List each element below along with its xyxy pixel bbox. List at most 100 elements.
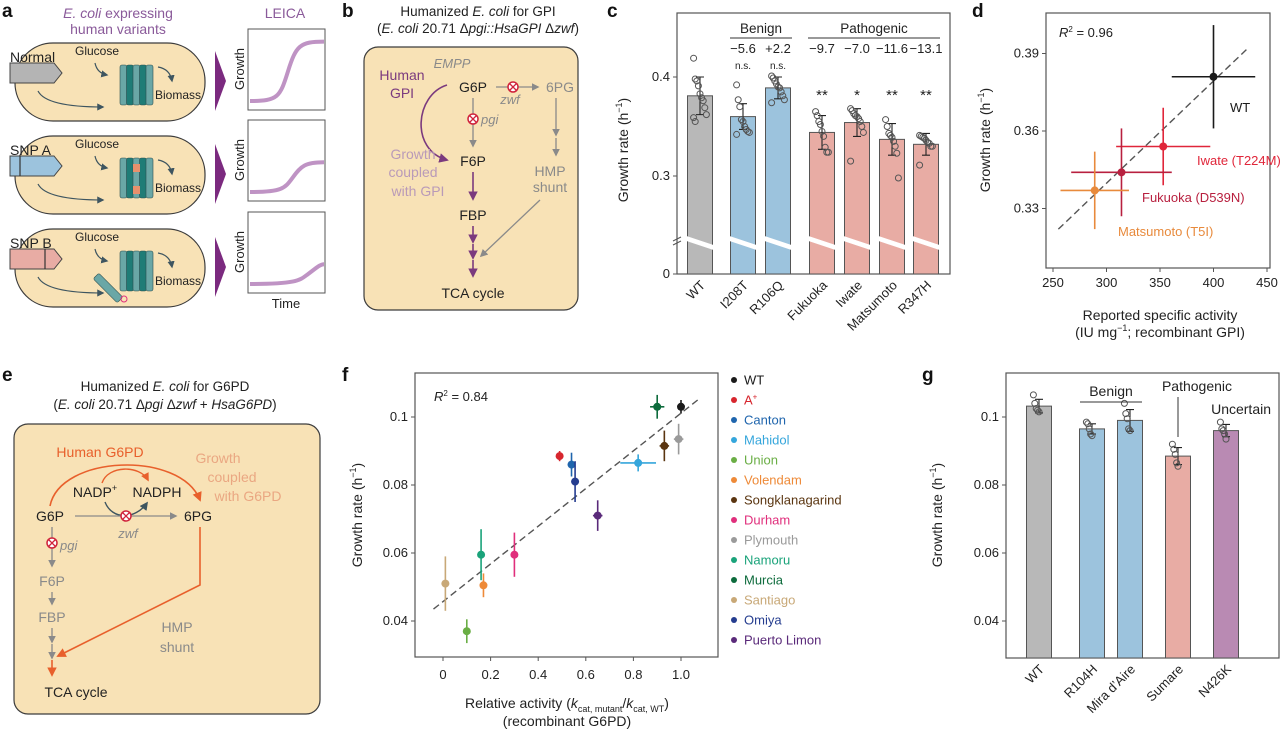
point-santiago (441, 556, 450, 611)
legend-item: Canton (731, 413, 786, 428)
y-axis-label: Growth rate (h−1) (348, 463, 365, 567)
data-point (816, 121, 824, 129)
legend-label: Murcia (744, 573, 784, 588)
data-point (1031, 399, 1039, 407)
y-tick-label: 0.39 (1014, 46, 1039, 61)
significance-label: ** (886, 87, 898, 104)
legend-label: Songklanagarind (744, 493, 842, 508)
data-point (818, 127, 826, 135)
bar-break (686, 236, 714, 250)
biomass-label: Biomass (155, 181, 201, 195)
significance-label: * (854, 87, 860, 104)
data-point (567, 460, 576, 469)
data-point (1171, 450, 1179, 458)
bar-break (878, 236, 906, 250)
uptake-arrow (94, 62, 109, 78)
arrowhead-icon (215, 237, 226, 297)
bar-break (808, 236, 836, 250)
empp-label: EMPP (434, 56, 471, 71)
data-point (776, 84, 784, 92)
legend-marker (731, 477, 737, 483)
helix (145, 64, 154, 106)
data-point (1222, 435, 1230, 443)
legend-label: Santiago (744, 593, 795, 608)
variant-row: SNP A Glucose Biomass Growth (9, 119, 326, 215)
mutation-site (133, 164, 140, 172)
point-canton (567, 452, 576, 477)
hmp-label: HMP (534, 163, 565, 179)
x-tick-label: 0.8 (624, 667, 642, 682)
data-point (894, 174, 902, 182)
r-squared-annotation: R2 = 0.96 (1059, 25, 1113, 40)
panel-b: b Humanized E. coli for GPI (E. coli 20.… (342, 1, 579, 311)
legend-item: Murcia (731, 573, 784, 588)
glucose-label: Glucose (75, 44, 119, 58)
panel-e-title: Humanized E. coli for G6PD (81, 379, 250, 394)
legend-label: Union (744, 453, 778, 468)
data-point (1122, 410, 1130, 418)
legend-marker (731, 577, 737, 583)
data-point (702, 111, 710, 119)
legend-label: Plymouth (744, 533, 798, 548)
point-omiya (571, 461, 580, 502)
legend-marker (731, 457, 737, 463)
misfold-loop (120, 295, 128, 303)
growth-coupled-label-3: with GPI (391, 183, 445, 199)
point-label: WT (1230, 100, 1250, 115)
arrowhead-icon (215, 144, 226, 204)
helix (126, 64, 134, 106)
data-point (699, 97, 707, 105)
point-iwate-t224m- (1116, 107, 1211, 186)
x-tick-label: 1.0 (672, 667, 690, 682)
point-label: Iwate (T224M) (1197, 153, 1280, 168)
effect-label: −11.6 (876, 41, 908, 56)
bar-R347H (913, 143, 939, 275)
legend-label: Canton (744, 413, 786, 428)
x-tick-label: 0.4 (529, 667, 547, 682)
data-point (768, 99, 776, 107)
data-point (1087, 430, 1095, 438)
data-point (1174, 462, 1182, 470)
glucose-label: Glucose (75, 230, 119, 244)
point-volendam (479, 573, 488, 598)
bar-wt (1026, 405, 1052, 659)
data-point (1173, 459, 1181, 467)
data-point (847, 157, 855, 165)
data-point (1123, 415, 1131, 423)
legend-label: Puerto Limon (744, 633, 821, 648)
y-tick-label: 0 (663, 266, 670, 281)
y-tick-label: 0.06 (383, 545, 408, 560)
x-tick-label: 0.2 (482, 667, 500, 682)
arrowhead-icon (215, 51, 226, 111)
data-point (736, 103, 744, 111)
x-tick-label: WT (1022, 661, 1047, 686)
x-tick-label: 450 (1256, 275, 1278, 290)
time-axis-label: Time (272, 296, 300, 311)
panel-a-title-line2: human variants (70, 21, 166, 37)
legend-item: Mahidol (731, 433, 790, 448)
data-point (888, 133, 896, 141)
point-songklanagarind (659, 430, 670, 462)
data-point (1159, 142, 1168, 151)
uptake-arrow (94, 155, 109, 171)
point-label: Fukuoka (D539N) (1142, 190, 1245, 205)
data-point (1221, 430, 1229, 438)
x-tick-label: R106Q (746, 278, 786, 318)
gene-label: SNP B (10, 235, 52, 251)
growth-curve (249, 262, 325, 286)
point-mahidol (620, 454, 657, 472)
data-point (883, 123, 891, 130)
data-point (1085, 425, 1093, 433)
data-point (691, 75, 699, 83)
y-axis-label: Growth rate (h−1) (928, 463, 945, 567)
x-tick-label: 350 (1149, 275, 1171, 290)
pgi-label: pgi (480, 112, 499, 127)
plot-frame (1045, 12, 1271, 269)
data-point (733, 130, 741, 138)
transporter-protein-icon (119, 157, 154, 199)
point-durham (510, 532, 519, 577)
data-point (1029, 391, 1037, 399)
legend-item: Volendam (731, 473, 802, 488)
panel-label-e: e (2, 365, 13, 386)
